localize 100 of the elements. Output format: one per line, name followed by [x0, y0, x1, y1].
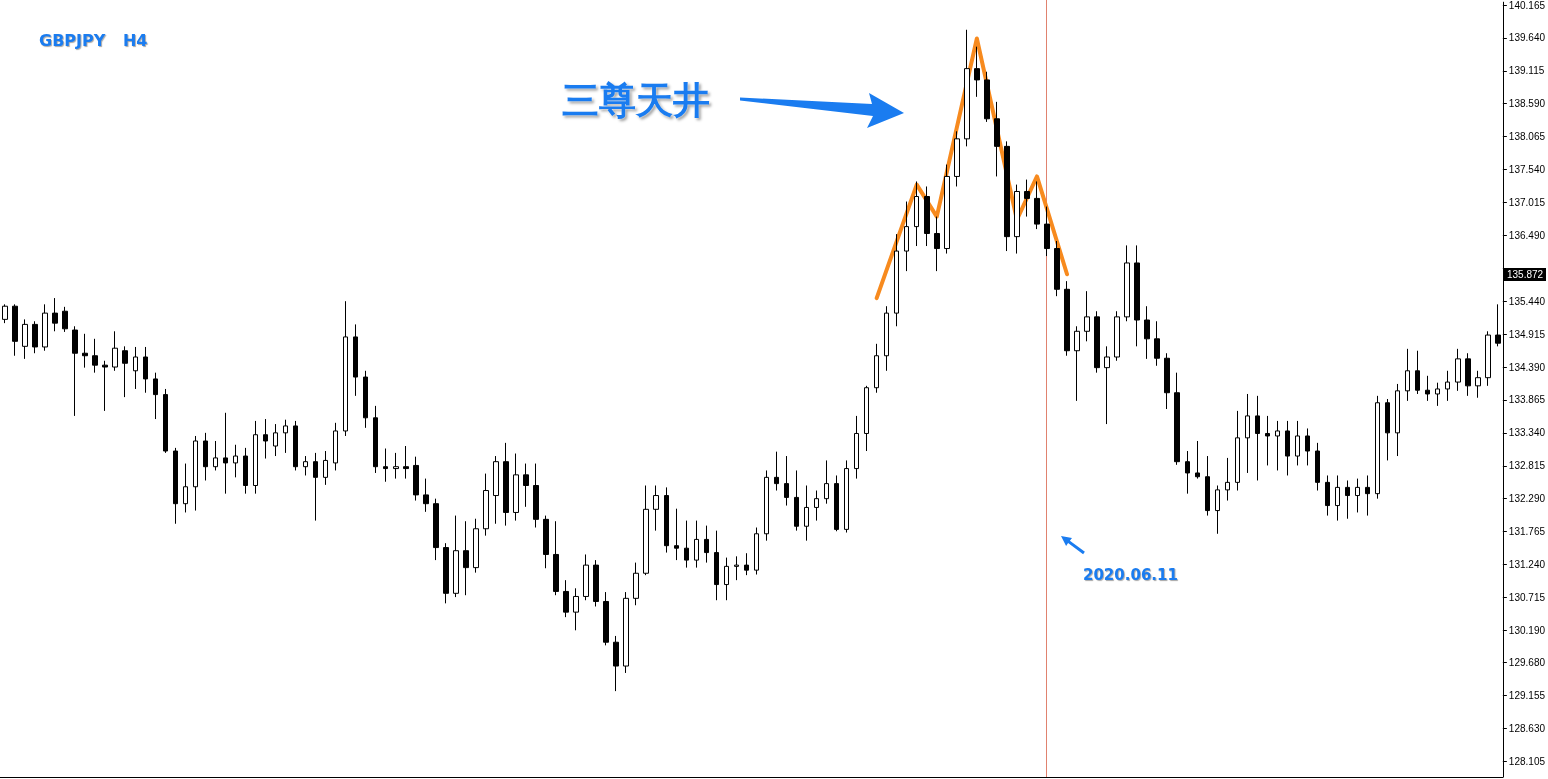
candlestick: [433, 498, 439, 561]
candlestick: [523, 463, 529, 508]
candlestick: [794, 469, 799, 532]
y-tick-label: 129.155: [1508, 689, 1546, 701]
candlestick: [553, 520, 559, 596]
candlestick: [834, 474, 839, 532]
candlestick: [1084, 290, 1090, 342]
candlestick: [593, 559, 599, 607]
candlestick: [203, 432, 208, 481]
candlestick: [974, 46, 980, 98]
annotation: 135.872: [1504, 267, 1547, 281]
candlestick: [633, 562, 639, 606]
y-tick-label: 131.240: [1508, 558, 1546, 570]
candlestick: [684, 520, 689, 569]
candlestick: [934, 216, 940, 272]
candlestick: [403, 445, 409, 480]
candlestick: [764, 469, 769, 542]
candlestick: [1104, 345, 1110, 425]
y-tick-label: 130.715: [1508, 591, 1546, 603]
candlestick: [1054, 240, 1060, 297]
candlestick: [724, 557, 729, 601]
candlestick: [653, 485, 659, 532]
candlestick: [493, 455, 499, 525]
candlestick: [283, 419, 288, 454]
candlestick: [1475, 370, 1481, 399]
candlestick: [583, 553, 589, 601]
candlestick: [1255, 395, 1260, 481]
candlestick: [513, 453, 519, 522]
candlestick: [1004, 140, 1010, 252]
candlestick: [1285, 420, 1290, 476]
candlestick: [373, 405, 378, 474]
candlestick: [784, 455, 789, 507]
candlestick: [453, 515, 459, 598]
candlestick: [543, 515, 549, 569]
y-tick-label: 134.390: [1508, 361, 1546, 373]
candlestick: [964, 29, 970, 147]
candlestick: [463, 520, 469, 596]
y-tick-label: 138.590: [1508, 98, 1546, 110]
candlestick: [1355, 478, 1360, 513]
candlestick: [1154, 320, 1160, 367]
candlestick: [533, 463, 539, 528]
y-tick-label: 140.165: [1508, 0, 1546, 11]
candlestick: [754, 527, 759, 576]
candlestick: [1325, 474, 1330, 517]
candlestick: [704, 525, 709, 564]
candlestick: [734, 555, 739, 581]
candlestick: [1185, 450, 1190, 495]
candlestick: [122, 345, 128, 398]
candlestick: [1014, 184, 1020, 255]
candlestick: [473, 518, 479, 574]
candlestick: [293, 420, 298, 471]
candlestick: [223, 412, 228, 495]
candlestick: [393, 452, 399, 480]
candlestick: [1225, 457, 1230, 502]
candlestick: [263, 418, 268, 460]
candlestick: [423, 478, 429, 513]
candlestick: [1375, 395, 1380, 500]
candlestick: [613, 635, 619, 692]
y-tick-label: 139.115: [1508, 65, 1545, 77]
candlestick: [133, 346, 138, 390]
candlestick: [72, 325, 78, 417]
candlestick: [854, 415, 859, 480]
candlestick: [1345, 479, 1350, 520]
candlestick: [193, 435, 198, 512]
candlestick: [52, 297, 58, 332]
candlestick: [573, 587, 579, 631]
candlestick: [824, 459, 829, 505]
candlestick: [213, 440, 218, 471]
candlestick: [1305, 427, 1310, 466]
y-tick-label: 130.190: [1508, 624, 1546, 636]
candlestick: [894, 233, 899, 327]
candlestick: [944, 164, 950, 255]
candlestick: [1495, 303, 1501, 347]
candlestick: [774, 451, 779, 492]
candlestick: [62, 306, 68, 333]
candlestick: [1265, 415, 1270, 466]
candlestick: [143, 346, 148, 394]
candlestick: [844, 459, 849, 534]
candlestick: [503, 442, 509, 527]
candlestick: [1134, 244, 1140, 347]
candlestick: [233, 444, 238, 478]
candlestick: [313, 452, 318, 522]
y-tick-label: 138.065: [1508, 131, 1546, 143]
candlestick: [1295, 420, 1300, 466]
y-tick-label: 129.680: [1508, 656, 1546, 668]
candlestick: [353, 323, 358, 397]
annotation: 三尊天井: [562, 79, 710, 123]
y-tick-label: 137.540: [1508, 164, 1546, 176]
y-tick-label: 132.290: [1508, 493, 1546, 505]
candlestick: [383, 448, 388, 483]
candlestick: [1205, 455, 1210, 517]
candlestick: [563, 579, 569, 618]
y-tick-label: 139.640: [1508, 32, 1546, 44]
candlestick: [483, 473, 489, 537]
candlestick: [623, 591, 629, 674]
candlestick: [42, 303, 48, 352]
candlestick: [954, 130, 960, 187]
candlestick: [303, 455, 308, 476]
candlestick: [874, 343, 879, 394]
candlestick: [1215, 485, 1220, 535]
